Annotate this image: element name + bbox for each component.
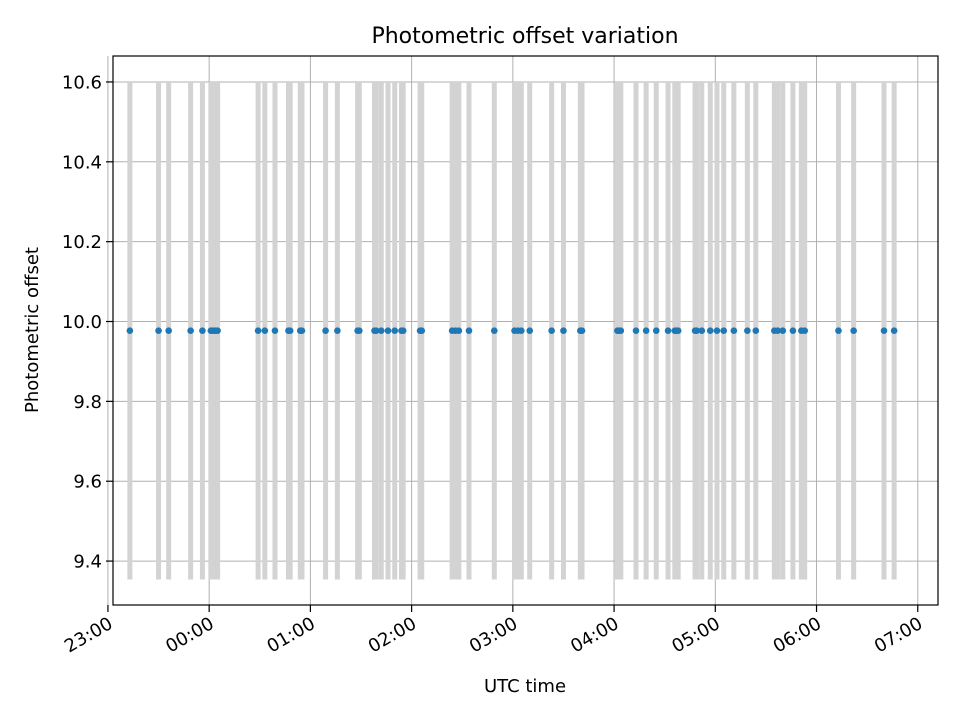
data-point [801,327,809,334]
data-point [199,327,206,334]
data-point [455,327,463,334]
data-point [835,327,842,334]
data-point [890,327,898,334]
data-point [391,327,399,334]
data-point [399,327,407,334]
data-point [720,327,728,334]
data-point [779,327,787,334]
data-point [752,327,760,334]
data-point [517,327,525,334]
data-point [774,327,782,334]
data-point [664,327,672,334]
data-point [560,327,567,334]
data-point [698,327,706,334]
data-point [744,327,751,334]
y-tick-label: 10.0 [62,312,102,333]
data-point [356,327,363,334]
data-point [261,327,269,334]
y-tick-label: 10.4 [62,152,102,173]
y-tick-label: 9.8 [73,392,102,413]
data-point [652,327,660,334]
data-point [377,327,385,334]
data-point [214,327,221,334]
data-point [880,327,888,334]
data-point [548,327,555,334]
data-point [642,327,650,334]
data-point [578,327,586,334]
data-point [384,327,392,334]
y-tick-label: 9.6 [73,472,102,493]
data-point [126,327,134,334]
data-point [298,327,306,334]
data-point [730,327,738,334]
tick-marks [106,81,919,612]
data-point [271,327,279,334]
data-point [526,327,534,334]
data-point [465,327,473,334]
data-point [789,327,797,334]
chart-title: Photometric offset variation [371,24,678,49]
data-point [322,327,329,334]
data-point [418,327,426,334]
data-point [334,327,341,334]
data-point [165,327,172,334]
y-tick-label: 9.4 [73,552,102,573]
data-point [674,327,682,334]
data-point [693,327,701,334]
data-point [187,327,194,334]
data-point [632,327,640,334]
data-point [850,327,857,334]
data-point [713,327,721,334]
data-point [617,327,625,334]
data-point [254,327,262,334]
data-point [155,327,162,334]
data-point [286,327,294,334]
y-axis-label: Photometric offset [22,247,43,413]
y-tick-label: 10.2 [62,232,102,253]
data-points [126,327,898,334]
data-point [372,327,380,334]
data-point [490,327,498,334]
plot-frame [112,55,939,606]
x-axis-label: UTC time [484,676,566,697]
y-tick-label: 10.6 [62,72,102,93]
data-point [706,327,714,334]
